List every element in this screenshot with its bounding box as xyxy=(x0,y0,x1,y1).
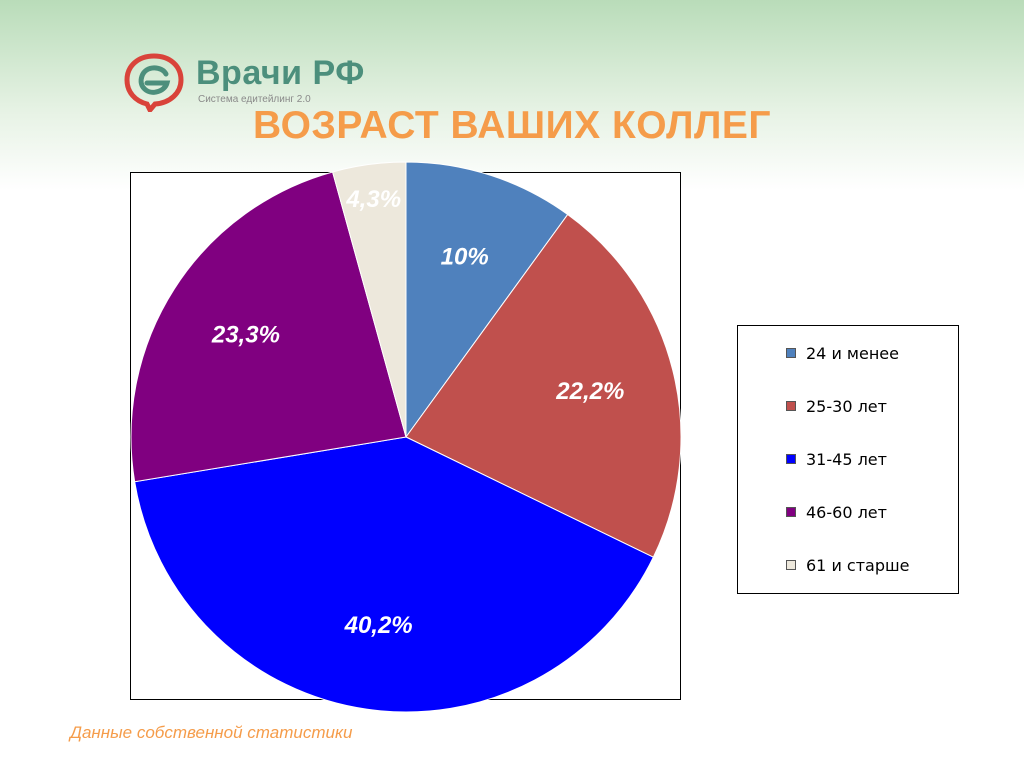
legend-label: 24 и менее xyxy=(806,344,899,363)
legend-swatch xyxy=(786,454,796,464)
logo-name: Врачи РФ xyxy=(196,54,365,92)
pie-data-label-2: 22,2% xyxy=(555,378,624,405)
pie-slice-5 xyxy=(331,161,407,438)
pie-data-label-5: 4,3% xyxy=(345,186,401,213)
logo-tagline: Система едитейлинг 2.0 xyxy=(198,94,311,105)
legend-swatch xyxy=(786,507,796,517)
logo-speech-bubble-icon xyxy=(124,53,184,112)
legend-swatch xyxy=(786,348,796,358)
legend-swatch xyxy=(786,401,796,411)
pie-data-label-3: 40,2% xyxy=(344,612,413,639)
legend-label: 46-60 лет xyxy=(806,503,887,522)
legend-swatch xyxy=(786,560,796,570)
pie-data-label-4: 23,3% xyxy=(211,322,280,349)
pie-slice-4 xyxy=(130,171,407,483)
pie-data-label-1: 10% xyxy=(441,243,489,270)
pie-chart: 10% 22,2% 40,2% 23,3% 4,3% xyxy=(130,161,682,713)
pie-slice-2 xyxy=(405,213,682,558)
chart-plot-area: 10% 22,2% 40,2% 23,3% 4,3% xyxy=(130,161,682,713)
chart-legend: 24 и менее 25-30 лет 31-45 лет 46-60 лет 61 … xyxy=(737,325,959,594)
legend-label: 61 и старше xyxy=(806,556,910,575)
legend-label: 31-45 лет xyxy=(806,450,887,469)
source-footnote: Данные собственной статистики xyxy=(70,723,353,742)
pie-slice-1 xyxy=(405,161,569,439)
pie-slice-3 xyxy=(134,436,655,713)
slide-title: ВОЗРАСТ ВАШИХ КОЛЛЕГ xyxy=(252,104,772,147)
brand-logo: Врачи РФ Система едитейлинг 2.0 xyxy=(122,52,422,112)
legend-label: 25-30 лет xyxy=(806,397,887,416)
